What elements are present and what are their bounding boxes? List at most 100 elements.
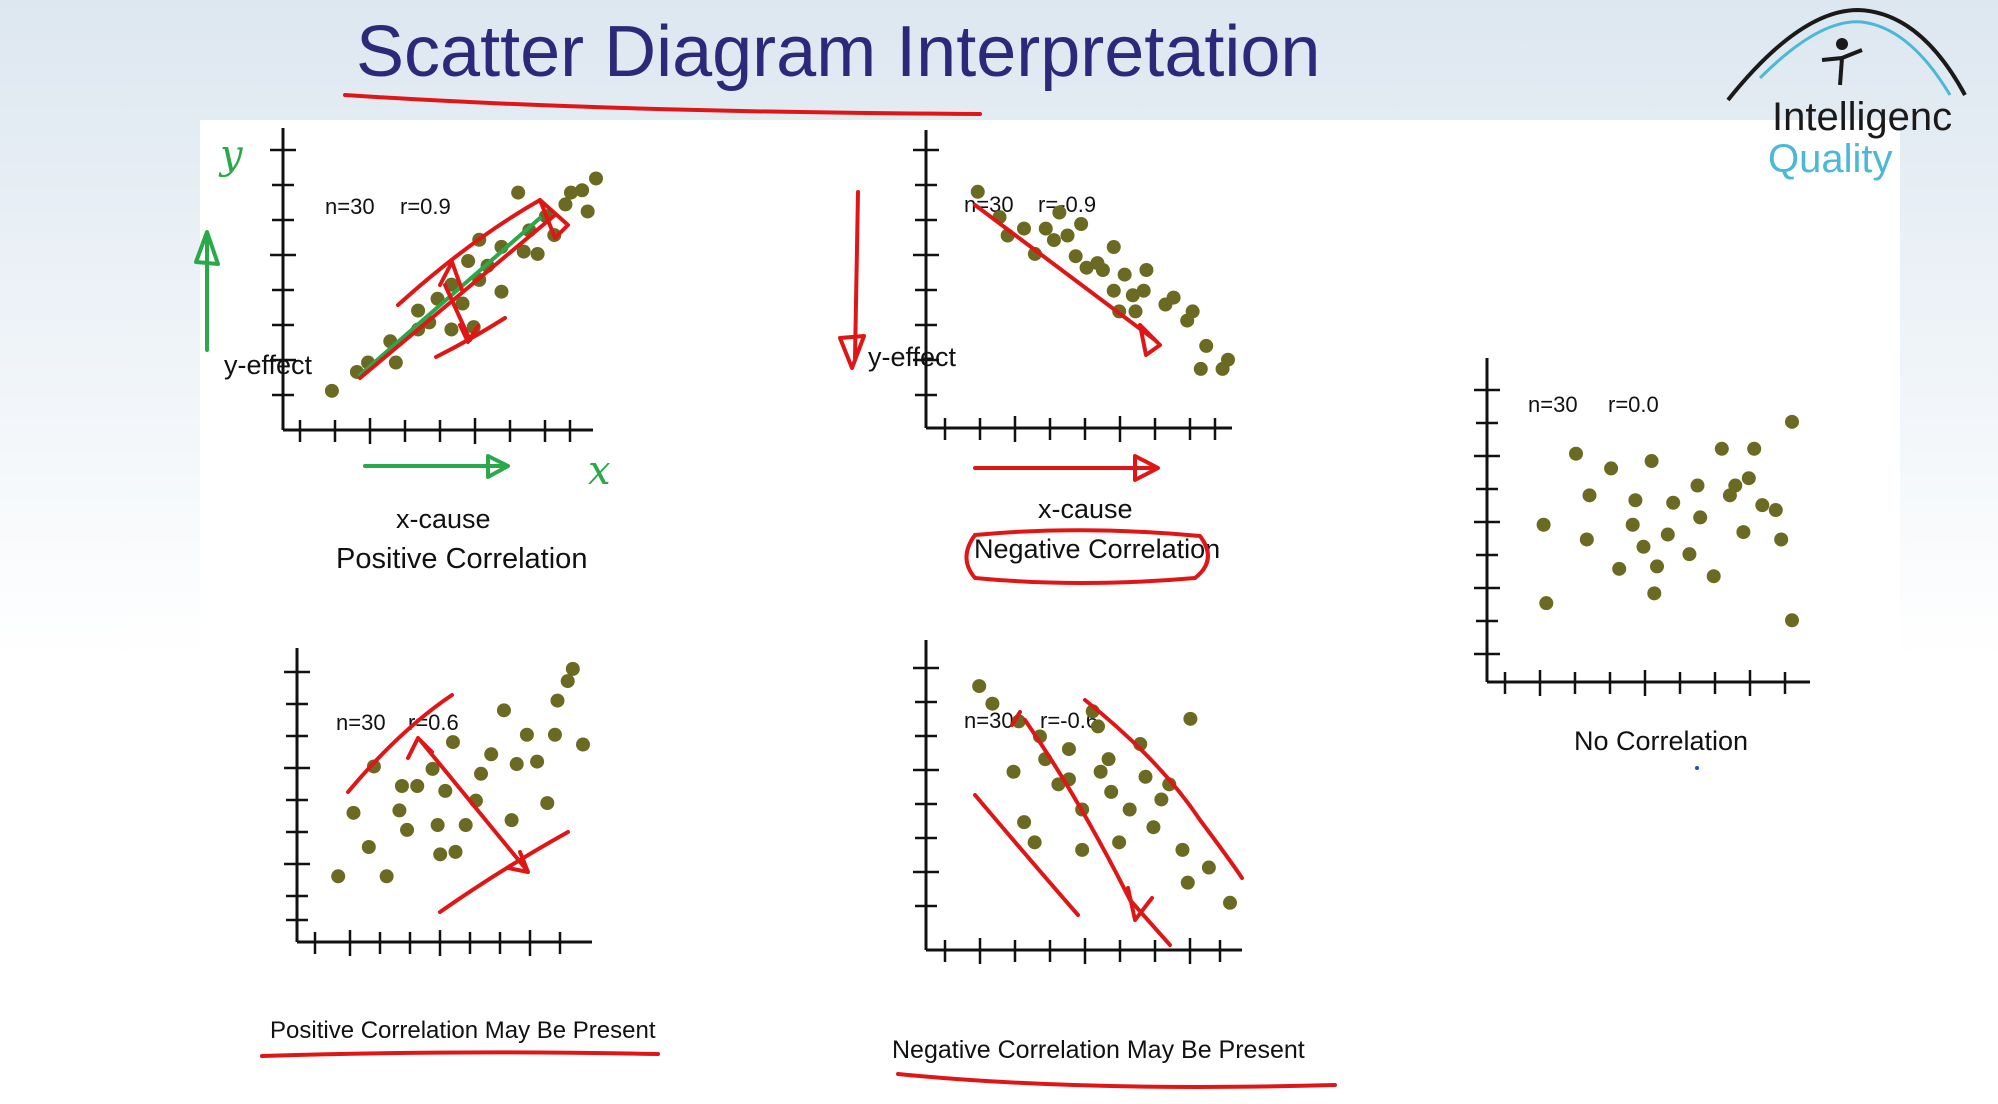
scatter-points: [972, 679, 1237, 910]
data-point-20: [1714, 441, 1729, 456]
plot-positive-axes: [270, 128, 593, 444]
data-point-19: [1706, 569, 1721, 584]
data-point-7: [394, 779, 409, 793]
data-point-1: [970, 184, 985, 199]
data-point-13: [1075, 842, 1090, 857]
plot-positive: n=30 r=0.9 y-effect x-cause Positive Cor…: [194, 128, 611, 575]
data-point-12: [433, 847, 448, 862]
data-point-8: [1625, 517, 1640, 532]
plot-caption: No Correlation: [1574, 726, 1748, 756]
data-point-13: [438, 783, 453, 798]
ink-main-arrow: [358, 198, 570, 380]
data-point-9: [1051, 777, 1066, 792]
data-point-30: [1221, 352, 1235, 367]
axis-ticks: [270, 148, 572, 444]
data-point-22: [1139, 263, 1154, 277]
data-point-2: [985, 696, 1000, 711]
plot-negative: n=30 r=-0.9 y-effect x-cause Negative Co…: [838, 130, 1235, 585]
n-label: n=30: [336, 710, 386, 735]
data-point-5: [379, 869, 394, 884]
logo-swoosh-blue: [1758, 20, 1952, 96]
data-point-29: [565, 661, 580, 676]
data-point-11: [444, 322, 459, 337]
data-point-18: [474, 766, 488, 781]
data-point-5: [1017, 815, 1032, 830]
data-point-18: [1104, 784, 1119, 799]
data-point-20: [1128, 304, 1143, 319]
logo-figure-head: [1836, 38, 1848, 50]
data-point-16: [1106, 283, 1121, 298]
plot-maybe-positive: n=30 r=0.6 Positive Correlation May Be P…: [260, 648, 660, 1058]
data-point-23: [1146, 820, 1161, 835]
ink-spread-arrow: [438, 260, 480, 344]
ink-x-handwritten: x: [588, 448, 611, 494]
data-point-3: [361, 840, 376, 854]
data-point-28: [1774, 532, 1789, 547]
ink-x-arrow: [363, 454, 510, 479]
data-point-10: [1061, 742, 1076, 757]
axis-ticks: [913, 148, 1217, 442]
data-point-24: [1154, 792, 1169, 807]
data-point-29: [589, 171, 603, 186]
data-point-11: [1074, 217, 1089, 231]
data-point-15: [461, 254, 476, 269]
data-point-24: [1166, 290, 1181, 305]
n-label: n=30: [1528, 392, 1578, 417]
ink-down-arrow: [838, 190, 866, 370]
data-point-25: [1747, 441, 1762, 456]
data-point-23: [1736, 525, 1751, 540]
data-point-1: [972, 679, 987, 694]
ink-trend-arrow: [973, 203, 1162, 357]
data-point-27: [1768, 503, 1783, 518]
ink-y-handwritten: y: [218, 132, 244, 178]
caption-underline-ink: [260, 1050, 660, 1058]
axis-ticks: [913, 666, 1222, 964]
scatter-points: [331, 661, 590, 884]
data-point-9: [410, 779, 425, 793]
data-point-19: [484, 747, 499, 762]
stray-mark: [1695, 766, 1699, 770]
axis-ticks: [284, 670, 562, 956]
company-logo: Intelligenc Quality: [1726, 7, 1967, 181]
data-point-16: [1682, 547, 1697, 562]
axis-ticks: [1474, 388, 1787, 696]
r-label: r=0.0: [1608, 392, 1659, 417]
data-point-7: [1046, 233, 1061, 248]
data-point-15: [1106, 240, 1121, 254]
data-point-9: [1060, 228, 1075, 243]
plot-maybe-positive-axes: [284, 648, 592, 956]
data-point-20: [1122, 802, 1137, 817]
data-point-4: [1017, 221, 1031, 236]
data-point-25: [558, 197, 573, 212]
data-point-7: [411, 303, 426, 318]
scatter-points: [970, 184, 1235, 376]
plot-none: n=30 r=0.0 No Correlation: [1474, 358, 1810, 770]
data-point-28: [1199, 338, 1214, 353]
y-axis-label: y-effect: [868, 342, 957, 372]
data-point-29: [1201, 860, 1216, 875]
ink-upper-bound: [396, 198, 542, 307]
data-point-5: [1582, 488, 1597, 503]
scatter-points: [1536, 414, 1799, 628]
x-axis-label: x-cause: [396, 504, 491, 534]
data-point-12: [1079, 260, 1094, 275]
data-point-6: [1038, 221, 1053, 236]
y-axis-label: y-effect: [224, 350, 313, 380]
plot-caption: Negative Correlation: [974, 534, 1220, 564]
data-point-22: [1728, 478, 1743, 493]
plot-caption: Negative Correlation May Be Present: [892, 1036, 1305, 1064]
logo-figure-body: [1821, 48, 1863, 86]
ink-caption-circle: [964, 528, 1210, 585]
plot-maybe-negative: n=30 r=-0.6 Negative Correlation May Be …: [892, 640, 1337, 1089]
data-point-13: [1660, 527, 1675, 542]
data-point-16: [1093, 764, 1108, 779]
n-label: n=30: [325, 194, 375, 219]
title-underline-ink: [343, 93, 982, 116]
plot-caption: Positive Correlation May Be Present: [270, 1017, 656, 1044]
data-point-11: [430, 818, 445, 833]
data-point-14: [1666, 495, 1681, 510]
data-point-18: [1693, 510, 1708, 525]
data-point-24: [1741, 471, 1756, 486]
data-point-27: [1193, 361, 1208, 376]
caption-underline-ink: [896, 1072, 1337, 1089]
